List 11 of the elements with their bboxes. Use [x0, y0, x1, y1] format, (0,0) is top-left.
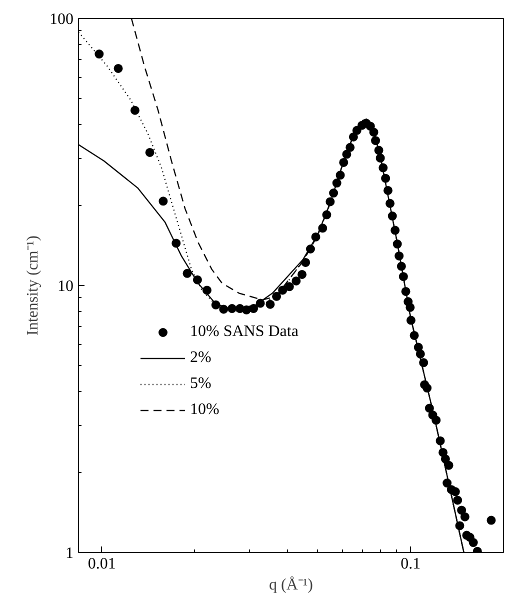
- x-tick-label: 0.01: [88, 556, 116, 572]
- y-axis-title: Intensity (cm⁻¹): [24, 235, 42, 336]
- y-tick-label: 10: [58, 278, 74, 295]
- y-tick-label: 1: [66, 545, 74, 562]
- legend-label: 10%: [190, 401, 220, 419]
- x-tick-label: 0.1: [400, 556, 421, 572]
- legend-label: 10% SANS Data: [190, 323, 298, 341]
- legend-label: 5%: [190, 375, 212, 393]
- x-axis-title: q (Å⁻¹): [268, 576, 314, 594]
- y-tick-label: 100: [50, 11, 74, 28]
- legend-label: 2%: [190, 349, 212, 367]
